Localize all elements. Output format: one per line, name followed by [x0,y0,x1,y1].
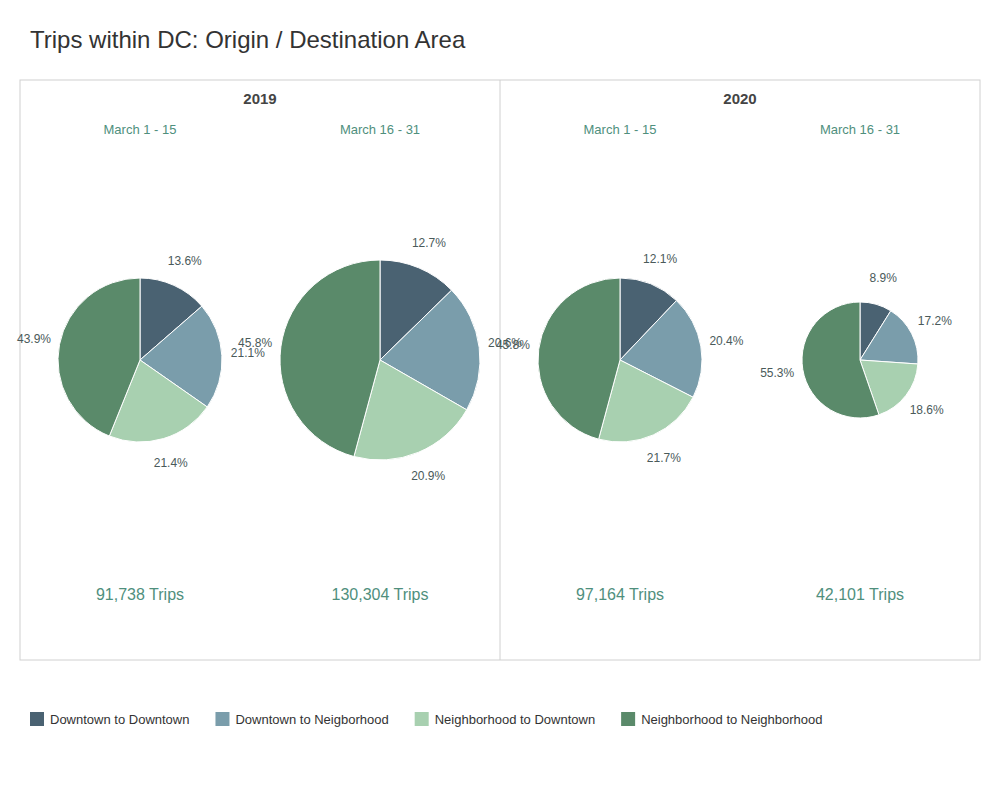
data-label: 12.1% [643,252,677,266]
period-label: March 16 - 31 [340,122,420,137]
legend-swatch [621,712,635,726]
trip-count: 42,101 Trips [816,586,904,603]
pie-slice [58,278,140,436]
pie-slice [538,278,620,439]
data-label: 20.4% [709,334,743,348]
legend-swatch [215,712,229,726]
data-label: 13.6% [168,254,202,268]
legend-swatch [415,712,429,726]
data-label: 12.7% [412,236,446,250]
trip-count: 91,738 Trips [96,586,184,603]
pie [58,278,222,442]
data-label: 21.7% [647,451,681,465]
year-label: 2019 [243,90,276,107]
year-label: 2020 [723,90,756,107]
legend-entry: Neighborhood to Downtown [435,712,595,727]
data-label: 18.6% [910,403,944,417]
legend-entry: Downtown to Downtown [50,712,189,727]
data-label: 45.8% [238,336,272,350]
trip-count: 97,164 Trips [576,586,664,603]
divider [500,80,501,660]
period-label: March 1 - 15 [584,122,657,137]
title: Trips within DC: Origin / Destination Ar… [30,26,466,53]
pie [538,278,702,442]
pie-slice [802,302,879,418]
pie-slice [860,311,918,364]
pie [802,302,918,418]
legend-swatch [30,712,44,726]
chart: Trips within DC: Origin / Destination Ar… [0,0,1000,800]
pie-labels: 12.1% 20.4% 21.7% 45.8% [496,252,744,465]
data-label: 55.3% [760,366,794,380]
data-label: 21.4% [154,456,188,470]
data-label: 8.9% [870,271,898,285]
chart-container: Trips within DC: Origin / Destination Ar… [0,0,1000,800]
pie-labels: 13.6%21.1%21.4%43.9% [17,254,265,470]
period-label: March 16 - 31 [820,122,900,137]
pie-labels: 8.9% 17.2% 18.6% 55.3% [760,271,952,417]
period-label: March 1 - 15 [104,122,177,137]
pie [280,260,480,460]
data-label: 17.2% [918,314,952,328]
pie-slice [280,260,380,457]
data-label: 20.9% [411,469,445,483]
legend-entry: Downtown to Neigborhood [235,712,388,727]
panel-frame [20,80,980,660]
legend-entry: Neighborhood to Neighborhood [641,712,822,727]
background [0,0,1000,800]
data-label: 43.9% [17,332,51,346]
legend: Downtown to Downtown Downtown to Neigborh… [30,712,823,727]
trip-count: 130,304 Trips [332,586,429,603]
pie-labels: 12.7%20.6%20.9%45.8% [238,236,522,483]
data-label: 45.8% [496,338,530,352]
